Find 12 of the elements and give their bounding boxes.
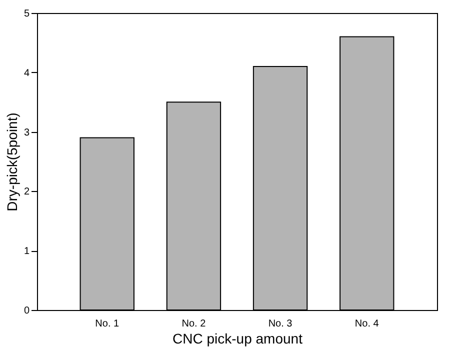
x-tick-label: No. 1 (95, 318, 120, 330)
y-axis-title: Dry-pick(5point) (4, 112, 20, 212)
y-tick-label: 5 (24, 8, 30, 20)
y-tick-label: 4 (24, 68, 30, 79)
y-tick-label: 0 (24, 306, 30, 316)
x-tick-label: No. 2 (182, 318, 206, 330)
x-tick-label: No. 4 (354, 318, 380, 330)
x-axis-title: CNC pick-up amount (172, 330, 303, 346)
y-tick-label: 2 (24, 186, 30, 198)
y-tick-label: 3 (24, 127, 30, 138)
y-tick-label: 1 (24, 246, 30, 258)
x-tick-label: No. 3 (268, 318, 293, 330)
